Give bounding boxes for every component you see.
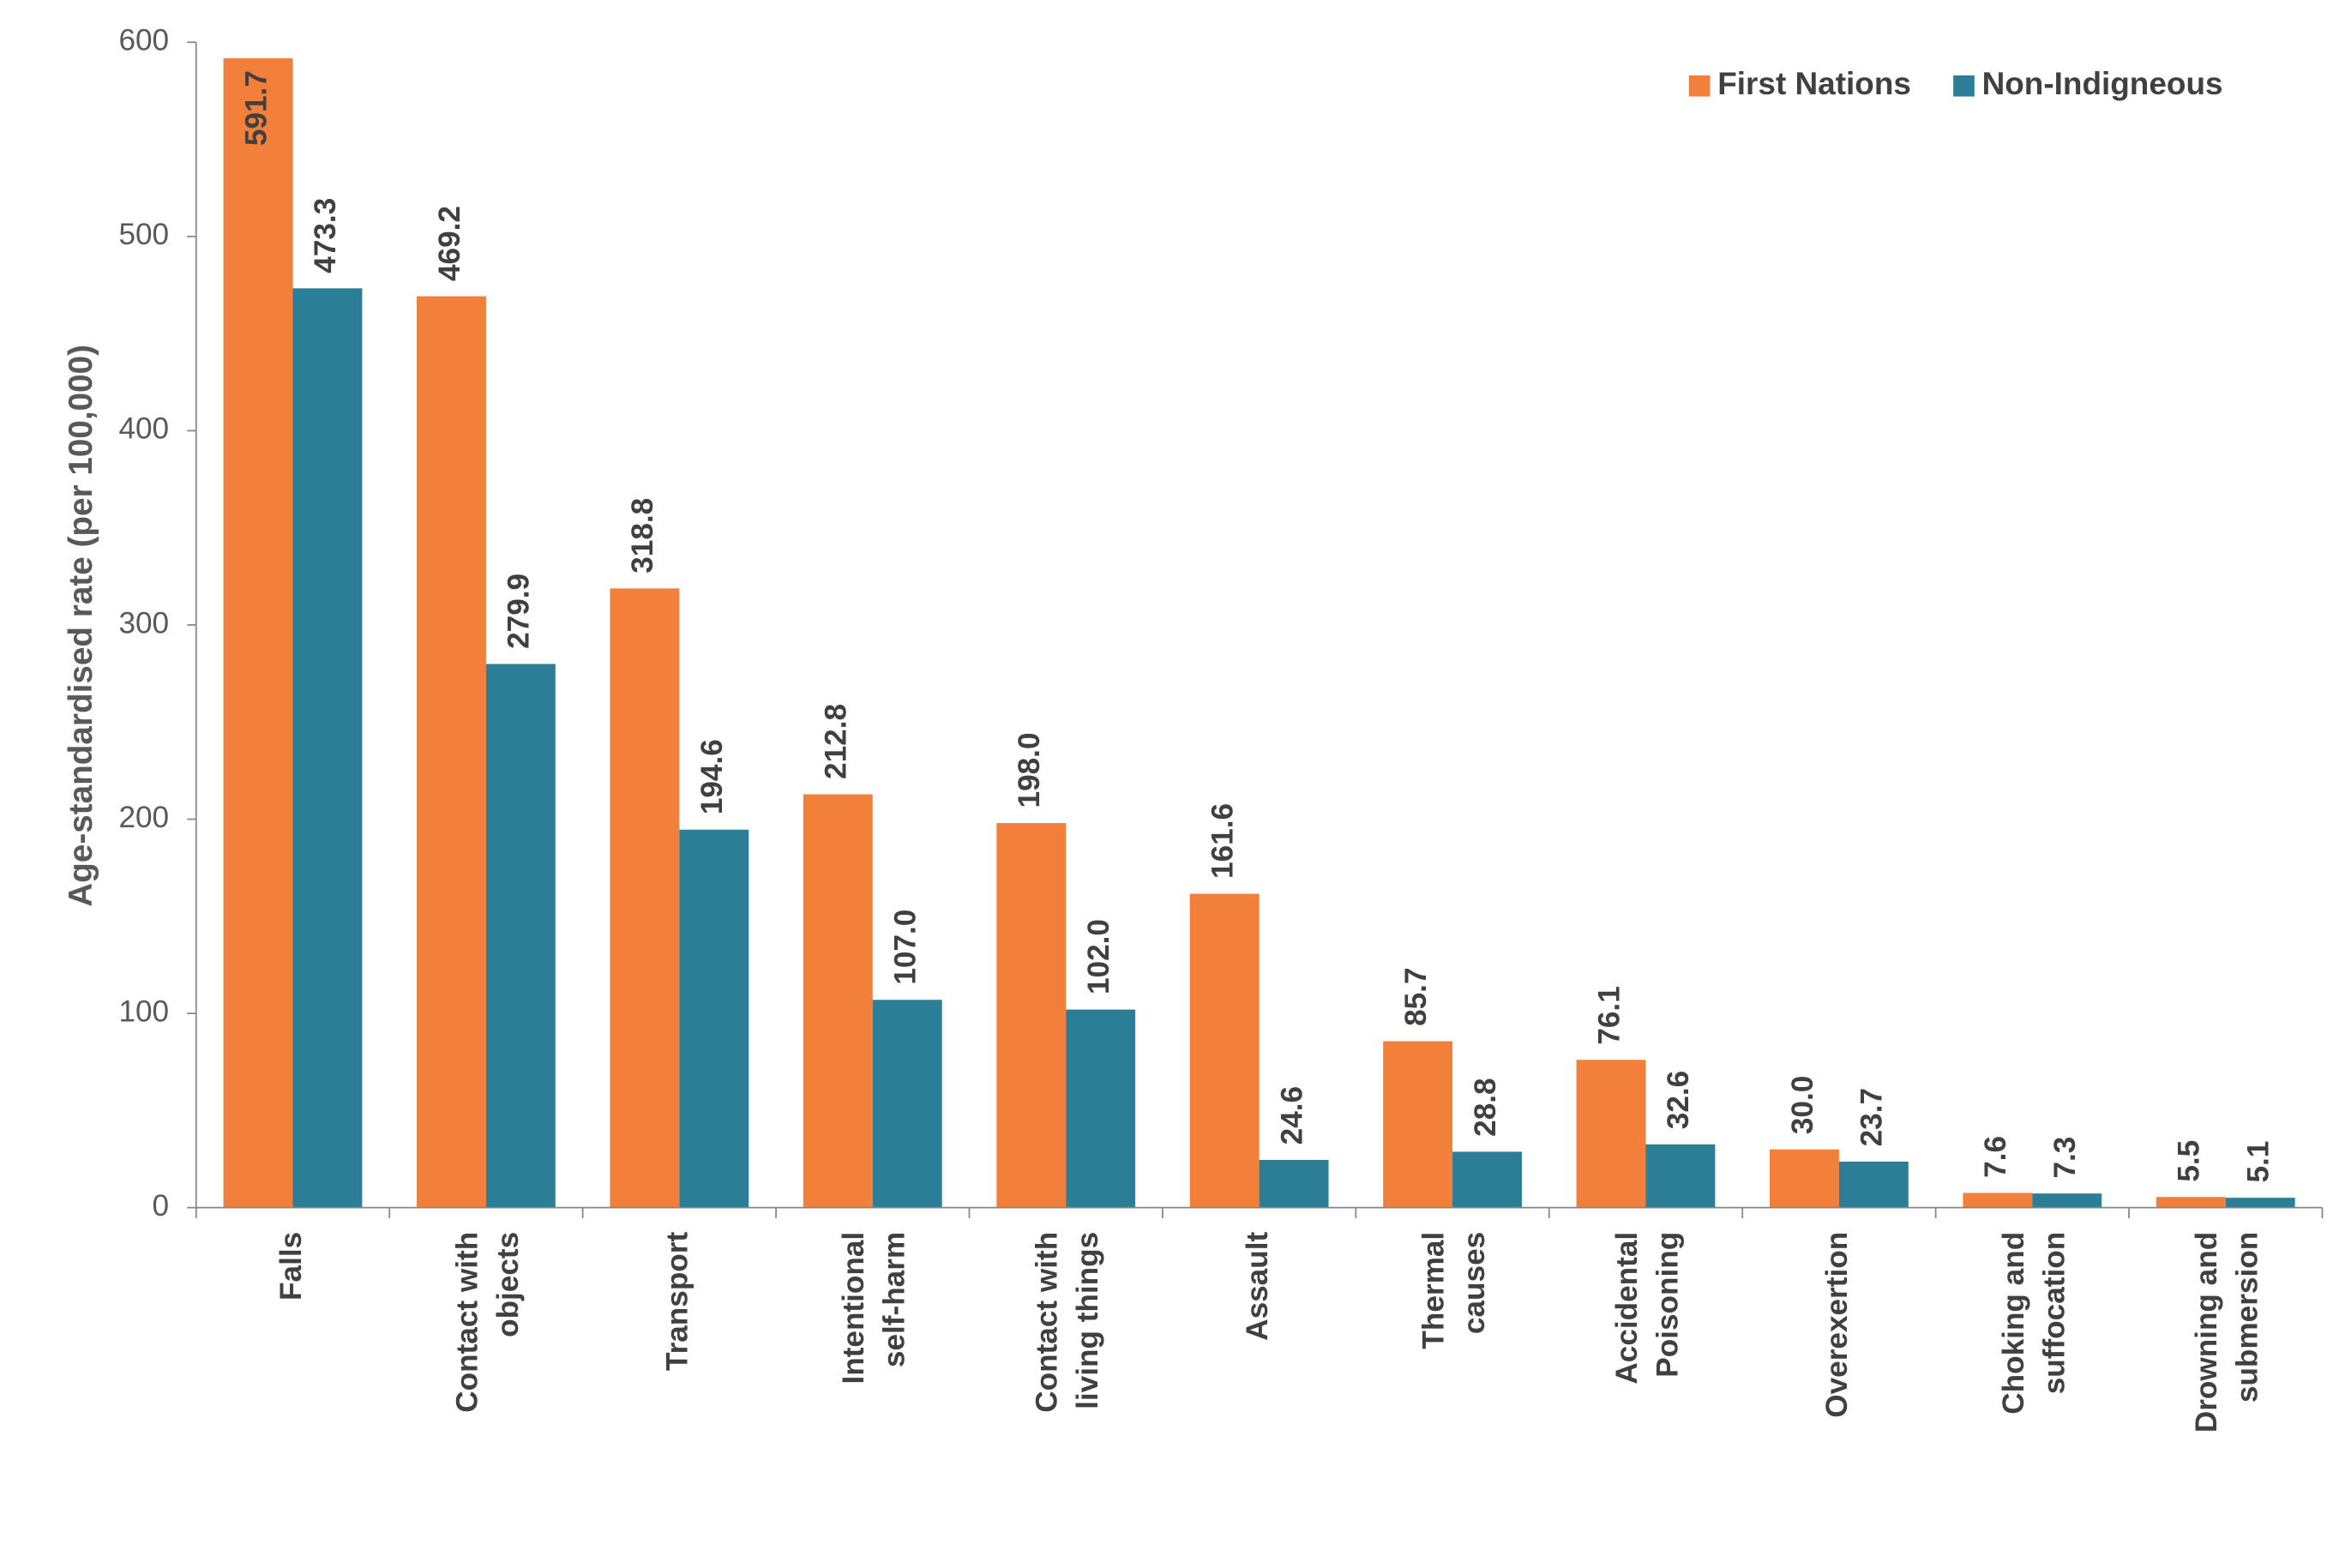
bar	[1066, 1009, 1136, 1208]
bar	[679, 829, 749, 1208]
value-label: 212.8	[820, 704, 853, 779]
x-tick-label: Contact with objects	[450, 1232, 524, 1413]
value-label: 30.0	[1786, 1076, 1819, 1134]
y-tick-label: 500	[118, 218, 169, 251]
bar	[1189, 893, 1260, 1208]
x-tick-label: Assault	[1241, 1232, 1274, 1341]
y-tick-label: 400	[118, 412, 169, 446]
y-axis-title: Age-standardised rate (per 100,000)	[63, 345, 99, 907]
value-label: 161.6	[1206, 803, 1239, 879]
bar	[2156, 1197, 2226, 1208]
bar	[1963, 1193, 2033, 1208]
value-label: 7.6	[1979, 1136, 2012, 1178]
bar	[2225, 1198, 2295, 1208]
x-tick-label: Falls	[274, 1232, 308, 1301]
y-tick-label: 0	[153, 1189, 170, 1223]
x-tick-label: Intentional self-harm	[837, 1232, 911, 1385]
value-label: 28.8	[1469, 1078, 1502, 1136]
value-label: 473.3	[309, 198, 342, 273]
bar	[1259, 1159, 1329, 1208]
value-label: 5.5	[2173, 1140, 2206, 1182]
value-label: 32.6	[1662, 1071, 1695, 1129]
x-tick-label: Accidental Poisoning	[1610, 1232, 1684, 1386]
legend-label: First Nations	[1717, 66, 1911, 101]
y-tick-label: 600	[118, 24, 169, 57]
bar	[485, 664, 556, 1208]
value-label: 198.0	[1013, 732, 1046, 808]
legend-swatch	[1688, 75, 1711, 97]
bar	[1452, 1151, 1522, 1208]
bar	[1383, 1041, 1453, 1208]
value-label: 279.9	[502, 574, 536, 649]
bar	[1838, 1161, 1909, 1208]
bar	[417, 296, 486, 1208]
value-label: 7.3	[2048, 1137, 2082, 1179]
bar	[996, 823, 1067, 1208]
x-tick-label: Transport	[661, 1232, 694, 1371]
x-tick-label: Thermal causes	[1416, 1232, 1490, 1349]
bar	[872, 1000, 942, 1208]
legend-swatch	[1953, 75, 1975, 97]
bar	[803, 794, 873, 1208]
value-label: 76.1	[1592, 986, 1626, 1044]
value-label: 194.6	[695, 739, 729, 814]
value-label: 24.6	[1275, 1086, 1308, 1144]
value-label: 85.7	[1399, 967, 1433, 1025]
y-tick-label: 100	[118, 994, 169, 1028]
legend-label: Non-Indigneous	[1982, 66, 2223, 101]
bar	[2032, 1193, 2102, 1208]
value-label: 107.0	[889, 910, 923, 985]
x-tick-label: Overexertion	[1820, 1232, 1854, 1418]
value-label: 102.0	[1082, 919, 1115, 994]
bar	[610, 588, 680, 1208]
bar	[292, 288, 363, 1208]
x-tick-label: Choking and suffocation	[1997, 1232, 2071, 1415]
bar	[223, 58, 293, 1208]
bar	[1576, 1060, 1646, 1208]
bar	[1770, 1149, 1839, 1208]
x-tick-label: Contact with living things	[1031, 1232, 1104, 1418]
value-label: 591.7	[239, 70, 273, 146]
value-label: 5.1	[2242, 1141, 2276, 1183]
x-tick-label: Drowning and submersion	[2190, 1232, 2264, 1433]
value-label: 23.7	[1855, 1088, 1889, 1146]
y-tick-label: 300	[118, 606, 169, 640]
value-label: 469.2	[433, 206, 466, 281]
value-label: 318.8	[626, 498, 659, 574]
y-tick-label: 200	[118, 801, 169, 834]
bar	[1645, 1144, 1716, 1208]
